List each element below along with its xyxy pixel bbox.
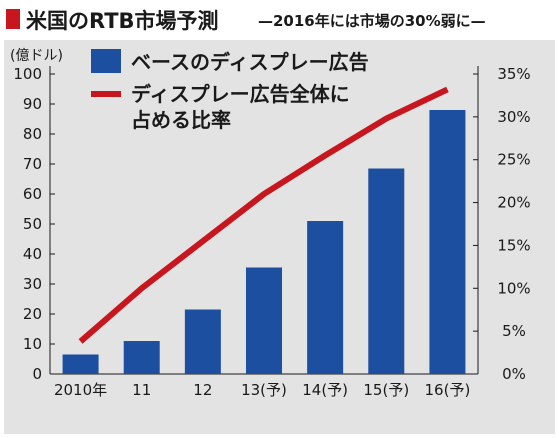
left-tick-label: 60: [23, 185, 42, 203]
legend-label-line-cont: 占める比率: [131, 108, 231, 132]
chart-title: 米国のRTB市場予測: [26, 9, 219, 33]
header: 米国のRTB市場予測 —2016年には市場の30%弱に—: [0, 0, 559, 40]
left-tick-label: 100: [13, 65, 42, 83]
left-tick-label: 20: [23, 305, 42, 323]
x-tick-label: 14(予): [302, 381, 348, 399]
left-tick-label: 30: [23, 275, 42, 293]
bar: [62, 354, 99, 374]
legend-label-line: ディスプレー広告全体に: [131, 82, 350, 106]
left-tick-label: 80: [23, 125, 42, 143]
right-tick-label: 10%: [497, 279, 530, 297]
bar: [123, 341, 160, 374]
bar: [307, 221, 344, 374]
left-tick-label: 50: [23, 215, 42, 233]
bar: [368, 168, 405, 374]
x-tick-label: 12: [193, 381, 212, 399]
title-marker: [6, 9, 20, 29]
right-tick-label: 0%: [502, 365, 526, 383]
x-tick-label: 15(予): [363, 381, 409, 399]
right-tick-label: 30%: [497, 108, 530, 126]
right-tick-label: 25%: [497, 151, 530, 169]
right-tick-label: 5%: [502, 322, 526, 340]
right-tick-label: 20%: [497, 194, 530, 212]
right-tick-label: 15%: [497, 236, 530, 254]
x-tick-label: 16(予): [425, 381, 471, 399]
left-tick-label: 70: [23, 155, 42, 173]
x-tick-label: 11: [132, 381, 151, 399]
legend-swatch-bar: [91, 49, 121, 73]
bar: [246, 267, 282, 374]
left-tick-label: 10: [23, 335, 42, 353]
ratio-line: [78, 86, 449, 344]
left-tick-label: 0: [32, 365, 42, 383]
x-tick-label: 13(予): [241, 381, 287, 399]
left-tick-label: 40: [23, 245, 42, 263]
left-tick-label: 90: [23, 95, 42, 113]
x-tick-label: 2010年: [54, 381, 107, 399]
chart-subtitle: —2016年には市場の30%弱に—: [258, 12, 486, 30]
legend-label-bar: ベースのディスプレー広告: [131, 50, 369, 74]
bar: [429, 110, 466, 374]
left-axis-unit: (億ドル): [10, 48, 63, 64]
bar: [184, 309, 221, 374]
right-tick-label: 35%: [497, 65, 530, 83]
